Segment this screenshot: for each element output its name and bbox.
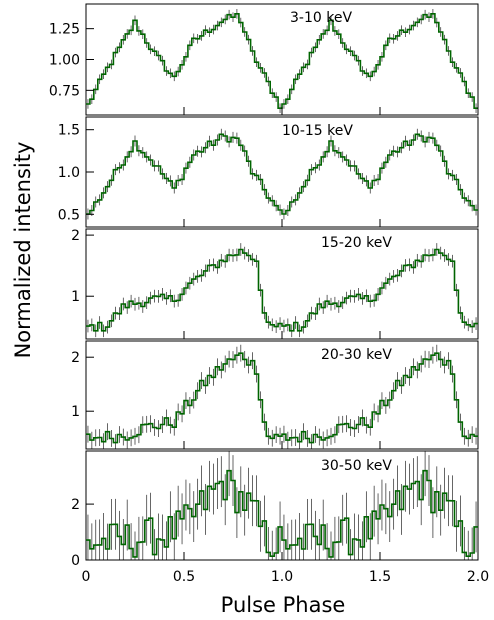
series-line (86, 133, 478, 215)
x-tick-label: 1.0 (271, 569, 293, 585)
series-line (86, 13, 478, 109)
panel-frame (85, 228, 479, 340)
panel-2: 0.5 1.0 1.5 10-15 keV (58, 116, 479, 228)
y-tick-label: 2 (71, 228, 80, 244)
panel-frame (85, 450, 479, 561)
error-bars (87, 344, 477, 449)
x-tick-label: 1.5 (369, 569, 391, 585)
error-bars (87, 451, 477, 560)
series-line (86, 352, 478, 444)
y-tick-label: 0 (71, 553, 80, 569)
y-axis-title: Normalized intensity (11, 142, 35, 359)
x-axis-title: Pulse Phase (221, 593, 346, 617)
panel-4: 1 2 20-30 keV (71, 340, 479, 450)
y-tick-label: 1.00 (49, 53, 80, 69)
panel-3: 1 2 15-20 keV (71, 228, 479, 340)
panel-1: 0.75 1.00 1.25 3-10 keV (49, 3, 479, 116)
y-tick-label: 2 (71, 350, 80, 366)
series-line (86, 469, 478, 558)
y-tick-label: 1.25 (49, 22, 80, 38)
y-tick-label: 1.0 (58, 165, 80, 181)
error-bars (87, 9, 477, 113)
y-tick-label: 0.5 (58, 207, 80, 223)
y-tick-label: 0.75 (49, 83, 80, 99)
x-tick-label: 0.5 (173, 569, 195, 585)
y-tick-label: 2 (71, 497, 80, 513)
series-line (86, 248, 478, 332)
panel-frame (85, 340, 479, 450)
band-label: 30-50 keV (321, 458, 392, 474)
x-tick-label: 2.0 (467, 569, 489, 585)
band-label: 20-30 keV (321, 347, 392, 363)
band-label: 15-20 keV (321, 235, 392, 251)
panel-5: 0 2 30-50 keV (71, 450, 479, 569)
y-tick-label: 1.5 (58, 123, 80, 139)
band-label: 10-15 keV (282, 123, 353, 139)
band-label: 3-10 keV (290, 10, 352, 26)
error-bars (87, 128, 477, 220)
x-tick-label: 0 (82, 569, 91, 585)
x-tick-labels: 0 0.5 1.0 1.5 2.0 (82, 569, 490, 585)
y-tick-label: 1 (71, 289, 80, 305)
y-tick-label: 1 (71, 404, 80, 420)
